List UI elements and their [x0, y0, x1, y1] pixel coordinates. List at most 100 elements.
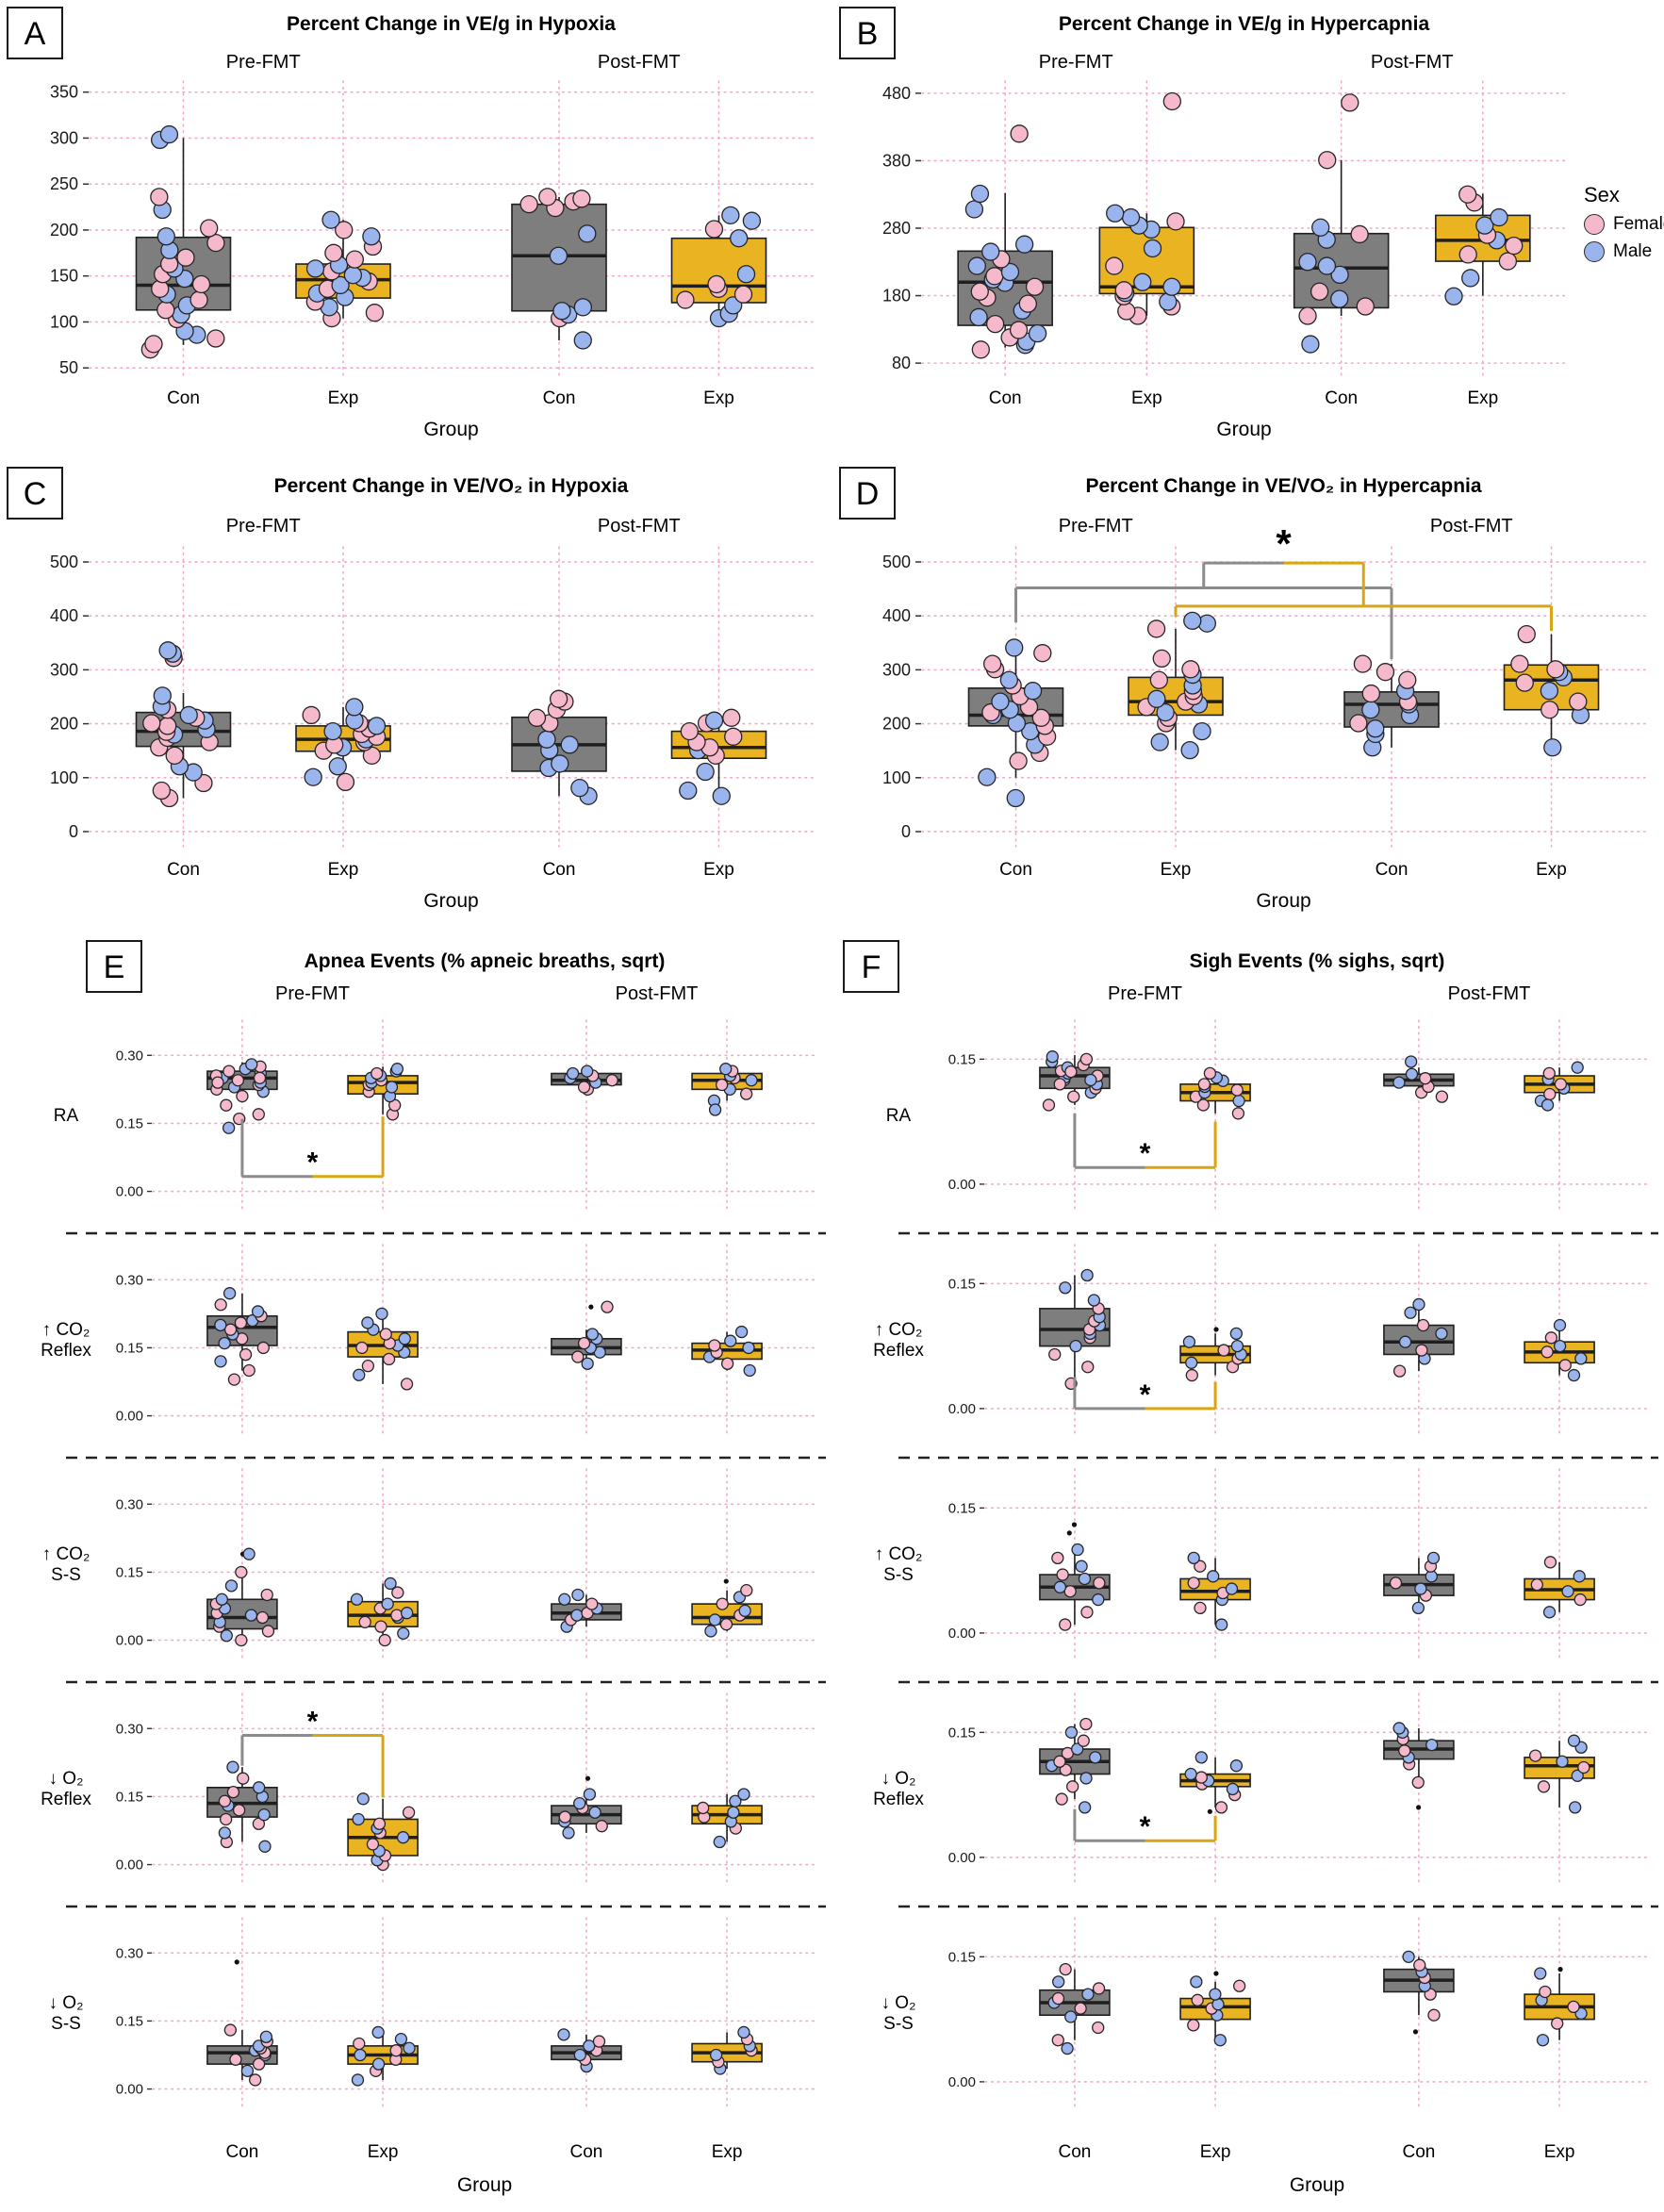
- panel-letter: E: [104, 949, 125, 985]
- female-point: [255, 1610, 270, 1625]
- panel-a-svg: 50 100 150 200 250 300 350 Pre-FMT Post-FMT Perce…: [7, 7, 814, 440]
- category-label: Exp: [328, 388, 359, 408]
- legend-item-male: Male: [1584, 241, 1664, 262]
- female-point: [218, 1794, 232, 1808]
- boxplot-exp: [1179, 1066, 1251, 1120]
- facet-label-pre: Pre-FMT: [1039, 52, 1113, 73]
- boxplot-exp: [1524, 1734, 1595, 1814]
- boxplot-con: [1293, 93, 1390, 354]
- significance-star: *: [1140, 1811, 1151, 1842]
- boxplot-exp: [347, 2025, 419, 2087]
- category-label: Exp: [1536, 860, 1567, 880]
- male-point: [712, 786, 731, 805]
- female-point: [1018, 294, 1037, 313]
- female-point: [595, 1820, 608, 1833]
- boxplot-exp: [347, 1063, 419, 1121]
- male-point: [1150, 733, 1169, 751]
- female-point: [1353, 654, 1373, 673]
- category-label: Exp: [703, 388, 734, 408]
- male-point: [571, 1588, 585, 1602]
- male-point: [1553, 1318, 1567, 1332]
- male-point: [1435, 1327, 1448, 1341]
- y-tick-label: 0.15: [948, 1500, 976, 1516]
- female-point: [236, 1089, 249, 1103]
- female-point: [1059, 1763, 1073, 1776]
- male-point: [1536, 2034, 1550, 2047]
- female-point: [1162, 91, 1181, 111]
- female-point: [1093, 1576, 1106, 1590]
- male-point: [1079, 1772, 1093, 1785]
- female-point: [214, 1298, 227, 1312]
- female-point: [722, 708, 741, 727]
- female-point: [1152, 649, 1171, 669]
- male-point: [1182, 1335, 1196, 1348]
- boxplot-con: [1383, 1551, 1455, 1615]
- female-point: [1217, 1344, 1230, 1357]
- boxplot-con: [1039, 1050, 1111, 1112]
- female-point: [1232, 1979, 1246, 1992]
- male-point: [1229, 1759, 1244, 1773]
- female-point: [715, 1078, 729, 1092]
- male-point: [1143, 239, 1162, 258]
- male-point: [1106, 204, 1125, 223]
- female-point: [577, 1081, 591, 1094]
- row-label: ↓ O₂: [49, 1993, 84, 2013]
- boxplot-con: [206, 1287, 278, 1386]
- y-tick-label: 380: [882, 151, 911, 170]
- female-point: [1540, 1345, 1554, 1359]
- y-tick-label: 200: [50, 715, 78, 734]
- male-point: [1180, 740, 1199, 760]
- female-point: [1411, 1775, 1425, 1790]
- female-point: [365, 304, 385, 322]
- male-point: [1014, 235, 1034, 254]
- male-point: [331, 275, 350, 295]
- male-point: [1301, 335, 1320, 354]
- row-label: RA: [886, 1106, 912, 1126]
- male-point: [1061, 2041, 1074, 2055]
- y-tick-label: 0.15: [116, 1115, 143, 1131]
- male-point: [573, 2048, 586, 2062]
- female-point: [571, 1350, 585, 1363]
- y-tick-label: 0.30: [116, 1272, 143, 1288]
- female-point: [176, 248, 195, 267]
- female-point: [1435, 1090, 1449, 1103]
- y-tick-label: 80: [892, 354, 911, 372]
- female-point: [708, 1339, 721, 1352]
- female-point: [519, 194, 538, 214]
- male-point: [375, 1307, 388, 1320]
- outlier-point: [1557, 1967, 1563, 1973]
- male-point: [578, 224, 597, 243]
- female-point: [720, 1357, 734, 1370]
- female-point: [1196, 1098, 1211, 1112]
- boxplot-con: [551, 2028, 622, 2073]
- male-point: [727, 1806, 740, 1819]
- female-point: [1051, 1551, 1064, 1565]
- female-point: [1569, 692, 1588, 711]
- male-point: [1475, 216, 1494, 235]
- y-tick-label: 0.00: [948, 1177, 976, 1193]
- female-point: [157, 301, 175, 320]
- male-point: [721, 206, 740, 225]
- x-axis-label: Group: [1216, 419, 1271, 440]
- panel-title: Sigh Events (% sighs, sqrt): [1190, 950, 1445, 972]
- female-point: [336, 772, 355, 792]
- female-point: [1194, 1601, 1207, 1615]
- male-point: [1561, 1585, 1574, 1598]
- female-point: [1540, 701, 1559, 719]
- male-point: [1194, 1751, 1208, 1764]
- legend-title: Sex: [1584, 183, 1620, 206]
- y-tick-label: 0.00: [948, 2074, 976, 2090]
- female-point: [1310, 282, 1329, 301]
- male-point: [1159, 292, 1178, 311]
- panel-a-ve-g-hypoxia: 50 100 150 200 250 300 350 Pre-FMT Post-FMT Perce…: [0, 0, 832, 460]
- female-point: [592, 2035, 606, 2048]
- male-point: [258, 1840, 272, 1853]
- sex-legend: Sex Female Male: [1584, 183, 1664, 262]
- female-point: [1114, 281, 1133, 300]
- female-point: [1010, 124, 1029, 143]
- female-point: [229, 2053, 242, 2066]
- male-point: [570, 779, 589, 798]
- female-point: [1025, 277, 1045, 296]
- boxplot-exp: [691, 1578, 763, 1638]
